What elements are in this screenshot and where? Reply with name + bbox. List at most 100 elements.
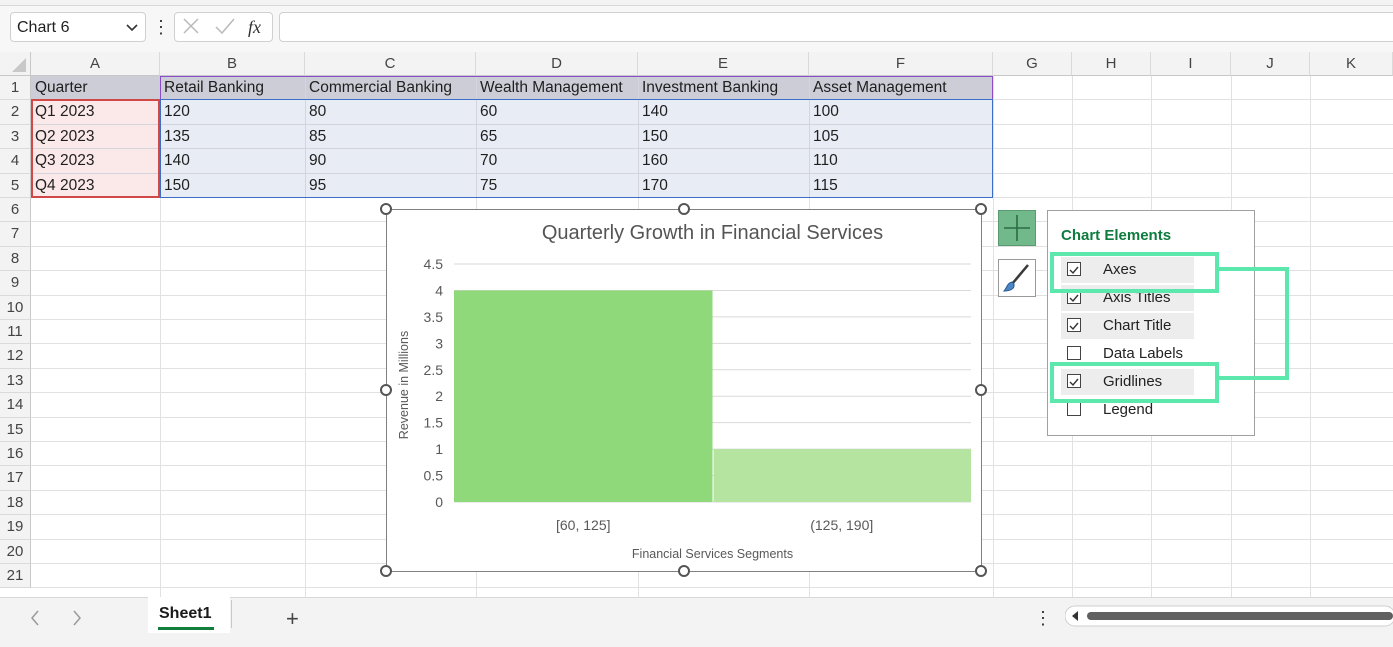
column-header[interactable]: D	[476, 52, 638, 76]
chart-bar	[713, 449, 971, 502]
row-header[interactable]: 2	[0, 100, 31, 125]
column-header[interactable]: C	[305, 52, 476, 76]
cell[interactable]: Investment Banking	[642, 79, 779, 96]
column-header[interactable]: F	[809, 52, 993, 76]
cell[interactable]: 65	[480, 127, 498, 145]
column-header[interactable]: K	[1310, 52, 1393, 76]
plus-icon	[1004, 215, 1030, 241]
row-header[interactable]: 9	[0, 271, 31, 296]
option-data-labels[interactable]: Data Labels	[1061, 341, 1194, 367]
row-header[interactable]: 19	[0, 515, 31, 540]
formula-input[interactable]	[279, 12, 1393, 42]
option-gridlines[interactable]: Gridlines	[1061, 369, 1194, 395]
cell[interactable]: 95	[309, 176, 327, 194]
cell[interactable]: 150	[164, 176, 190, 194]
cell[interactable]: Wealth Management	[480, 79, 623, 96]
data-labels-checkbox[interactable]	[1067, 346, 1081, 360]
chart-canvas: Quarterly Growth in Financial Services 0 0…	[397, 222, 971, 561]
sheet-tab[interactable]: Sheet1	[148, 597, 230, 633]
select-all-corner[interactable]	[0, 52, 31, 76]
cell[interactable]: Commercial Banking	[309, 79, 452, 96]
row-header[interactable]: 5	[0, 173, 31, 198]
column-header[interactable]: E	[638, 52, 809, 76]
column-header[interactable]: B	[160, 52, 305, 76]
chart-styles-button[interactable]	[998, 259, 1036, 297]
cell[interactable]: Q4 2023	[35, 176, 95, 194]
cell[interactable]: 105	[813, 127, 839, 145]
row-header[interactable]: 17	[0, 466, 31, 491]
row-header[interactable]: 7	[0, 222, 31, 247]
row-header[interactable]: 13	[0, 368, 31, 394]
row-header[interactable]: 10	[0, 295, 31, 320]
column-header[interactable]: H	[1072, 52, 1151, 76]
cell[interactable]: 120	[164, 103, 190, 121]
cell[interactable]: 170	[642, 176, 668, 194]
row-header[interactable]: 20	[0, 539, 31, 564]
resize-handle[interactable]	[380, 565, 392, 577]
cell[interactable]: Retail Banking	[164, 79, 264, 96]
chart-title: Quarterly Growth in Financial Services	[542, 222, 883, 244]
column-header[interactable]: I	[1151, 52, 1231, 76]
row-header[interactable]: 8	[0, 246, 31, 272]
column-header[interactable]: A	[31, 52, 160, 76]
horizontal-scrollbar[interactable]	[1065, 605, 1393, 627]
option-axes[interactable]: Axes	[1061, 257, 1194, 283]
option-chart-title[interactable]: Chart Title	[1061, 313, 1194, 339]
cell[interactable]: Asset Management	[813, 79, 947, 96]
more-options-icon[interactable]: ⋮	[152, 17, 170, 37]
resize-handle[interactable]	[380, 384, 392, 396]
chart-title-checkbox[interactable]	[1067, 318, 1081, 332]
column-header[interactable]: J	[1231, 52, 1310, 76]
row-header[interactable]: 3	[0, 124, 31, 150]
cell[interactable]: 140	[642, 103, 668, 121]
cell[interactable]: 60	[480, 103, 498, 121]
row-header[interactable]: 6	[0, 198, 31, 223]
cell[interactable]: 160	[642, 152, 668, 170]
cell[interactable]: 140	[164, 152, 190, 170]
gridline	[993, 76, 994, 597]
resize-handle[interactable]	[975, 384, 987, 396]
cell[interactable]: Quarter	[35, 79, 88, 96]
row-header[interactable]: 21	[0, 564, 31, 589]
cell[interactable]: 150	[642, 127, 668, 145]
row-header[interactable]: 15	[0, 417, 31, 442]
legend-checkbox[interactable]	[1067, 402, 1081, 416]
more-options-icon[interactable]: ⋮	[1034, 608, 1052, 628]
chart[interactable]: Quarterly Growth in Financial Services 0 0…	[386, 209, 982, 572]
chart-elements-button[interactable]	[998, 210, 1036, 246]
cell[interactable]: 75	[480, 176, 498, 194]
cell[interactable]: 70	[480, 152, 498, 170]
name-box[interactable]: Chart 6	[10, 12, 146, 42]
resize-handle[interactable]	[380, 203, 392, 215]
axes-checkbox[interactable]	[1067, 262, 1081, 276]
insert-function-icon: fx	[248, 17, 261, 37]
cell[interactable]: 85	[309, 127, 327, 145]
gridline	[638, 76, 639, 198]
cell[interactable]: 100	[813, 103, 839, 121]
row-header[interactable]: 16	[0, 442, 31, 467]
row-header[interactable]: 4	[0, 149, 31, 174]
cell[interactable]: 115	[813, 176, 838, 194]
cell[interactable]: Q2 2023	[35, 127, 95, 145]
cell[interactable]: 135	[164, 127, 190, 145]
gridlines-checkbox[interactable]	[1067, 374, 1081, 388]
cell[interactable]: Q3 2023	[35, 152, 95, 170]
resize-handle[interactable]	[975, 565, 987, 577]
scrollbar-thumb	[1087, 612, 1393, 620]
row-header[interactable]: 18	[0, 490, 31, 516]
chevron-down-icon[interactable]	[125, 20, 139, 34]
row-header[interactable]: 11	[0, 320, 31, 345]
cell[interactable]: 110	[813, 152, 838, 170]
cell[interactable]: 90	[309, 152, 327, 170]
row-header[interactable]: 14	[0, 393, 31, 418]
resize-handle[interactable]	[678, 203, 690, 215]
row-header[interactable]: 1	[0, 76, 31, 101]
resize-handle[interactable]	[678, 565, 690, 577]
column-header[interactable]: G	[993, 52, 1072, 76]
row-header[interactable]: 12	[0, 344, 31, 369]
add-sheet-button[interactable]: +	[286, 606, 299, 631]
resize-handle[interactable]	[975, 203, 987, 215]
sheet-tab-label: Sheet1	[159, 605, 212, 622]
cell[interactable]: Q1 2023	[35, 103, 95, 121]
cell[interactable]: 80	[309, 103, 327, 121]
